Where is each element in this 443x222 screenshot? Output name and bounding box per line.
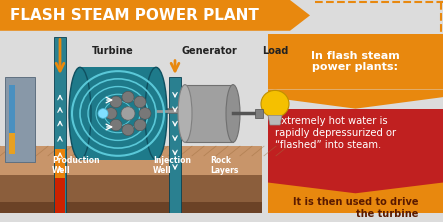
Polygon shape bbox=[268, 89, 443, 109]
FancyBboxPatch shape bbox=[169, 77, 181, 214]
Text: Turbine: Turbine bbox=[92, 46, 134, 56]
FancyBboxPatch shape bbox=[268, 178, 443, 214]
Circle shape bbox=[121, 107, 135, 120]
Circle shape bbox=[105, 108, 117, 119]
FancyBboxPatch shape bbox=[55, 149, 65, 178]
Text: In flash steam
power plants:: In flash steam power plants: bbox=[311, 51, 400, 72]
Circle shape bbox=[122, 91, 134, 103]
FancyBboxPatch shape bbox=[255, 109, 263, 118]
Circle shape bbox=[110, 119, 122, 131]
Text: FLASH STEAM POWER PLANT: FLASH STEAM POWER PLANT bbox=[10, 8, 259, 23]
Text: It is then used to drive
the turbine: It is then used to drive the turbine bbox=[293, 197, 418, 219]
Polygon shape bbox=[268, 115, 282, 125]
FancyBboxPatch shape bbox=[9, 85, 15, 154]
Text: Extremely hot water is
rapidly depressurized or
“flashed” into steam.: Extremely hot water is rapidly depressur… bbox=[275, 116, 396, 150]
Circle shape bbox=[134, 119, 146, 131]
Text: Generator: Generator bbox=[181, 46, 237, 56]
Circle shape bbox=[98, 109, 108, 118]
Text: Load: Load bbox=[262, 46, 288, 56]
FancyBboxPatch shape bbox=[55, 178, 65, 214]
Text: Production
Well: Production Well bbox=[52, 156, 100, 175]
FancyBboxPatch shape bbox=[0, 175, 262, 202]
Circle shape bbox=[122, 124, 134, 136]
Text: Rock
Layers: Rock Layers bbox=[210, 156, 238, 175]
Ellipse shape bbox=[69, 67, 91, 160]
FancyBboxPatch shape bbox=[5, 77, 35, 162]
Ellipse shape bbox=[226, 85, 240, 142]
Circle shape bbox=[134, 96, 146, 108]
FancyBboxPatch shape bbox=[268, 109, 443, 178]
Ellipse shape bbox=[178, 85, 192, 142]
FancyBboxPatch shape bbox=[268, 34, 443, 89]
Circle shape bbox=[261, 90, 289, 117]
FancyBboxPatch shape bbox=[0, 202, 262, 214]
Circle shape bbox=[110, 96, 122, 108]
Text: Injection
Well: Injection Well bbox=[153, 156, 191, 175]
Ellipse shape bbox=[145, 67, 167, 160]
Circle shape bbox=[139, 108, 151, 119]
FancyBboxPatch shape bbox=[185, 85, 233, 142]
FancyBboxPatch shape bbox=[9, 133, 15, 154]
FancyBboxPatch shape bbox=[0, 146, 262, 175]
Polygon shape bbox=[268, 178, 443, 193]
Polygon shape bbox=[0, 0, 310, 31]
FancyBboxPatch shape bbox=[78, 67, 158, 160]
FancyBboxPatch shape bbox=[54, 37, 66, 214]
